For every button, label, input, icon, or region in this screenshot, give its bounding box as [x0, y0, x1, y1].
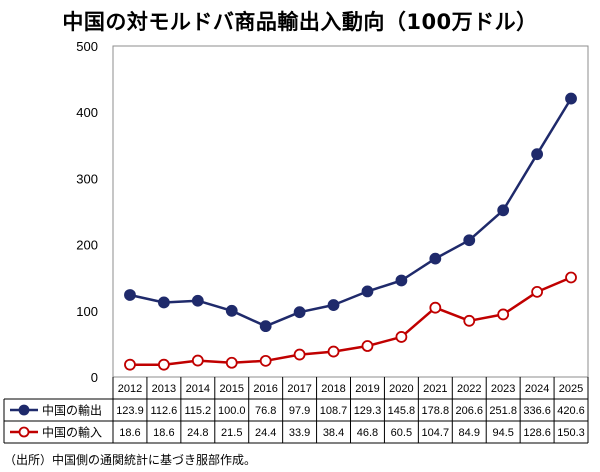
data-point [191, 354, 204, 367]
legend-label: 中国の輸出 [42, 403, 102, 418]
data-label: 420.6 [557, 405, 585, 417]
x-tick-label: 2014 [186, 383, 210, 395]
data-point [191, 294, 204, 307]
data-point [259, 320, 272, 333]
legend-marker [18, 404, 30, 416]
data-point [429, 252, 442, 265]
y-tick-label: 400 [76, 105, 98, 120]
x-tick-label: 2024 [525, 383, 549, 395]
source-note: （出所）中国側の通関統計に基づき服部作成。 [4, 453, 257, 467]
legend-label: 中国の輸入 [42, 425, 102, 440]
data-point [463, 314, 476, 327]
data-point [327, 345, 340, 358]
data-label: 150.3 [557, 427, 585, 439]
data-point [157, 358, 170, 371]
data-label: 24.8 [187, 427, 208, 439]
x-tick-label: 2019 [355, 383, 379, 395]
data-label: 128.6 [523, 427, 551, 439]
data-label: 123.9 [116, 405, 144, 417]
x-tick-label: 2015 [220, 383, 244, 395]
data-label: 336.6 [523, 405, 551, 417]
data-label: 100.0 [218, 405, 246, 417]
data-point [293, 306, 306, 319]
data-point [429, 301, 442, 314]
data-label: 104.7 [422, 427, 450, 439]
x-tick-label: 2022 [457, 383, 481, 395]
x-tick-label: 2013 [152, 383, 176, 395]
data-label: 94.5 [492, 427, 513, 439]
data-point [327, 299, 340, 311]
data-label: 38.4 [323, 427, 344, 439]
data-label: 115.2 [184, 405, 211, 417]
data-label: 97.9 [289, 405, 310, 417]
data-point [497, 204, 510, 217]
data-label: 206.6 [455, 405, 483, 417]
y-tick-label: 300 [76, 171, 98, 186]
data-label: 76.8 [255, 405, 276, 417]
data-point [565, 271, 577, 284]
data-label: 145.8 [388, 405, 416, 417]
data-point [124, 358, 136, 371]
data-point [395, 331, 408, 343]
plot-area [112, 45, 589, 378]
chart-title: 中国の対モルドバ商品輸出入動向（100万ドル） [62, 10, 538, 34]
x-tick-label: 2023 [491, 383, 515, 395]
data-point [361, 340, 374, 352]
data-label: 18.6 [119, 427, 140, 439]
data-point [293, 348, 306, 361]
y-tick-label: 200 [76, 238, 98, 253]
data-label: 18.6 [153, 427, 174, 439]
data-label: 112.6 [151, 405, 178, 417]
data-point [531, 285, 544, 298]
data-point [395, 274, 408, 287]
series-line-2 [130, 276, 572, 366]
data-label: 129.3 [354, 405, 382, 417]
data-point [361, 285, 374, 298]
data-label: 251.8 [489, 405, 517, 417]
x-tick-label: 2018 [321, 383, 345, 395]
data-label: 33.9 [289, 427, 310, 439]
x-tick-label: 2021 [423, 383, 447, 395]
data-point [157, 296, 170, 309]
y-tick-label: 100 [76, 304, 98, 319]
data-point [497, 308, 510, 321]
data-point [225, 356, 238, 369]
data-label: 108.7 [320, 405, 348, 417]
data-point [225, 304, 238, 317]
data-point [124, 289, 136, 301]
x-tick-label: 2012 [118, 383, 142, 395]
data-label: 46.8 [357, 427, 378, 439]
data-label: 84.9 [459, 427, 480, 439]
y-tick-label: 500 [76, 39, 98, 54]
data-table: 2012 2013 2014 2015 2016 2017 2018 2019 2020 2021… [3, 377, 589, 444]
x-tick-label: 2020 [389, 383, 413, 395]
legend-marker [18, 426, 30, 438]
x-tick-label: 2017 [287, 383, 311, 395]
data-label: 178.8 [422, 405, 450, 417]
data-label: 60.5 [391, 427, 412, 439]
data-label: 21.5 [221, 427, 242, 439]
data-label: 24.4 [255, 427, 276, 439]
x-tick-label: 2016 [253, 383, 277, 395]
data-point [531, 148, 544, 161]
data-point [565, 92, 577, 105]
x-tick-label: 2025 [559, 383, 583, 395]
y-tick-label: 0 [91, 370, 98, 385]
data-point [259, 354, 272, 367]
data-point [463, 234, 476, 247]
